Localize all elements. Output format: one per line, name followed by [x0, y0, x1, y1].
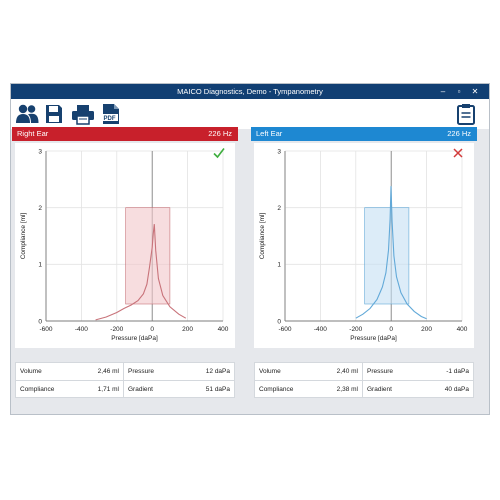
left-ear-results: Volume 2,40 ml Pressure -1 daPa Complian… [254, 362, 474, 398]
y-tick-label: 3 [38, 148, 42, 155]
left-volume-row: Volume 2,40 ml [255, 363, 362, 380]
x-tick-label: 0 [389, 326, 393, 333]
left-ear-title: Left Ear [256, 129, 283, 138]
compliance-label: Compliance [20, 386, 55, 393]
table-divider [362, 363, 363, 397]
x-tick-label: 400 [457, 326, 468, 333]
left-ear-panel: Left Ear 226 Hz -600 -400 -200 0 200 400 0 1 2 3 P… [251, 127, 477, 402]
y-axis-label: Compliance [ml] [259, 213, 266, 260]
gradient-label: Gradient [367, 386, 392, 393]
x-axis-label: Pressure [daPa] [350, 335, 397, 342]
table-divider [255, 380, 473, 381]
x-tick-label: -400 [314, 326, 327, 333]
normal-range-box [364, 207, 410, 305]
pdf-icon-label: PDF [104, 116, 116, 122]
right-ear-header: Right Ear 226 Hz [12, 127, 238, 141]
clipboard-icon[interactable] [455, 103, 477, 125]
left-gradient-row: Gradient 40 daPa [363, 381, 473, 398]
y-tick-label: 2 [277, 205, 281, 212]
compliance-value: 1,71 ml [97, 386, 119, 393]
left-ear-header: Left Ear 226 Hz [251, 127, 477, 141]
x-tick-label: -400 [75, 326, 88, 333]
title-bar: MAICO Diagnostics, Demo - Tympanometry –… [11, 84, 489, 99]
pressure-label: Pressure [128, 368, 155, 375]
right-ear-tympanogram: -600 -400 -200 0 200 400 0 1 2 3 Pressure [daPa] Co… [20, 148, 229, 342]
save-icon[interactable] [43, 103, 65, 125]
left-ear-tympanogram: -600 -400 -200 0 200 400 0 1 2 3 Pressure [daPa] Co… [259, 148, 468, 342]
tympanogram-curve [355, 186, 427, 320]
left-compliance-row: Compliance 2,38 ml [255, 381, 362, 398]
pressure-label: Pressure [367, 368, 394, 375]
tympanogram-curve [95, 224, 187, 321]
x-tick-label: -600 [278, 326, 291, 333]
window-title: MAICO Diagnostics, Demo - Tympanometry [177, 87, 323, 96]
gradient-label: Gradient [128, 386, 153, 393]
y-tick-label: 0 [277, 318, 281, 325]
x-tick-label: 0 [150, 326, 154, 333]
normal-range-box [125, 207, 171, 305]
y-tick-label: 1 [38, 262, 42, 269]
y-axis-label: Compliance [ml] [20, 213, 27, 260]
gradient-value: 51 daPa [205, 386, 230, 393]
y-tick-label: 0 [38, 318, 42, 325]
right-volume-row: Volume 2,46 ml [16, 363, 123, 380]
x-tick-label: -200 [349, 326, 362, 333]
check-icon [213, 148, 225, 159]
y-tick-label: 1 [277, 262, 281, 269]
restore-icon[interactable]: ▫ [457, 87, 461, 96]
patients-icon[interactable] [15, 103, 39, 125]
compliance-label: Compliance [259, 386, 294, 393]
x-tick-label: 400 [218, 326, 229, 333]
left-pressure-row: Pressure -1 daPa [363, 363, 473, 380]
right-ear-chart-area: -600 -400 -200 0 200 400 0 1 2 3 Pressure [daPa] Co… [15, 143, 235, 348]
close-icon[interactable]: ✕ [471, 87, 479, 96]
y-tick-label: 2 [38, 205, 42, 212]
compliance-value: 2,38 ml [336, 386, 358, 393]
pdf-icon[interactable]: PDF [100, 103, 122, 125]
left-ear-chart-area: -600 -400 -200 0 200 400 0 1 2 3 Pressure [daPa] Co… [254, 143, 474, 348]
x-axis-label: Pressure [daPa] [111, 335, 158, 342]
x-tick-label: -600 [39, 326, 52, 333]
x-tick-label: -200 [110, 326, 123, 333]
volume-label: Volume [259, 368, 281, 375]
print-icon[interactable] [71, 103, 94, 125]
right-ear-results: Volume 2,46 ml Pressure 12 daPa Complian… [15, 362, 235, 398]
pressure-value: 12 daPa [205, 368, 230, 375]
cross-icon [453, 148, 463, 158]
volume-value: 2,40 ml [336, 368, 358, 375]
table-divider [123, 363, 124, 397]
y-tick-label: 3 [277, 148, 281, 155]
toolbar: PDF [11, 99, 489, 129]
right-pressure-row: Pressure 12 daPa [124, 363, 234, 380]
right-ear-title: Right Ear [17, 129, 49, 138]
volume-label: Volume [20, 368, 42, 375]
x-tick-label: 200 [421, 326, 432, 333]
table-divider [16, 380, 234, 381]
right-compliance-row: Compliance 1,71 ml [16, 381, 123, 398]
minimize-icon[interactable]: – [440, 87, 446, 96]
right-ear-panel: Right Ear 226 Hz -600 -400 -200 0 200 400 0 1 2 3… [12, 127, 238, 402]
left-ear-frequency: 226 Hz [447, 129, 471, 138]
right-gradient-row: Gradient 51 daPa [124, 381, 234, 398]
pressure-value: -1 daPa [446, 368, 469, 375]
app-window: MAICO Diagnostics, Demo - Tympanometry –… [10, 83, 490, 415]
right-ear-frequency: 226 Hz [208, 129, 232, 138]
volume-value: 2,46 ml [97, 368, 119, 375]
gradient-value: 40 daPa [444, 386, 469, 393]
x-tick-label: 200 [182, 326, 193, 333]
